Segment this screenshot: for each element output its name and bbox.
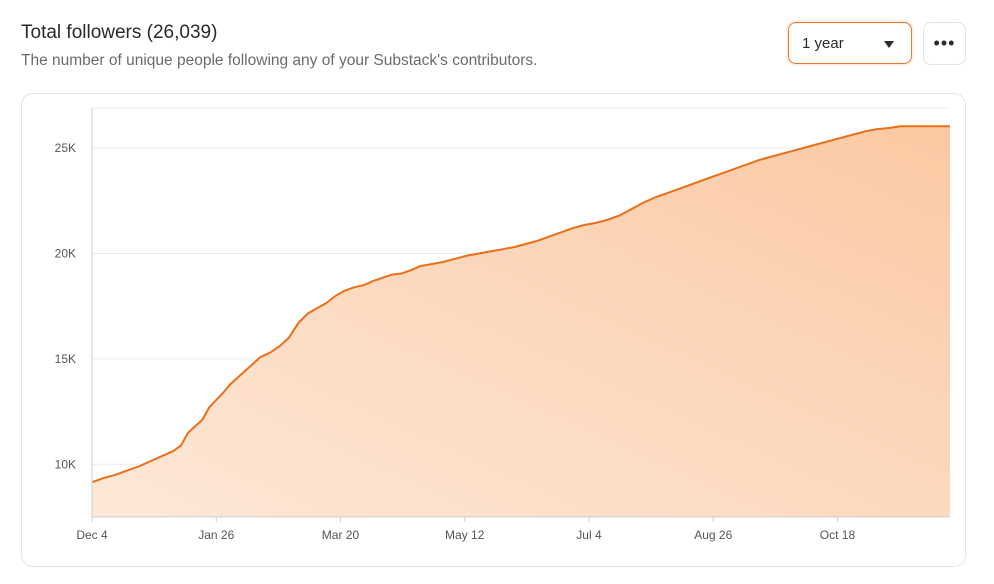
y-tick-label: 15K xyxy=(55,352,76,366)
more-horizontal-icon: ••• xyxy=(933,33,956,53)
page-title: Total followers (26,039) xyxy=(21,22,218,43)
x-tick-label: Jan 26 xyxy=(198,528,234,542)
x-tick-label: Dec 4 xyxy=(76,528,108,542)
followers-area-chart: 10K 15K 20K 25K Dec 4 Jan 26 Mar 20 May 12 Jul 4… xyxy=(55,107,950,542)
x-tick-label: Jul 4 xyxy=(576,528,602,542)
y-tick-label: 10K xyxy=(55,457,76,471)
y-tick-label: 20K xyxy=(55,246,76,260)
x-tick-label: Mar 20 xyxy=(322,528,360,542)
time-range-select[interactable]: 1 year xyxy=(788,22,912,64)
followers-area-fill xyxy=(92,126,950,517)
followers-series-line xyxy=(91,125,950,484)
page-subtitle: The number of unique people following an… xyxy=(21,52,538,69)
x-tick-label: Aug 26 xyxy=(694,528,732,542)
x-tick-label: Oct 18 xyxy=(820,528,856,542)
time-range-value: 1 year xyxy=(802,35,844,52)
more-options-button[interactable]: ••• xyxy=(923,22,966,65)
chart-card: 10K 15K 20K 25K Dec 4 Jan 26 Mar 20 May 12 Jul 4… xyxy=(21,93,966,567)
chevron-down-icon xyxy=(884,41,894,48)
x-tick-label: May 12 xyxy=(445,528,485,542)
y-tick-label: 25K xyxy=(55,141,76,155)
